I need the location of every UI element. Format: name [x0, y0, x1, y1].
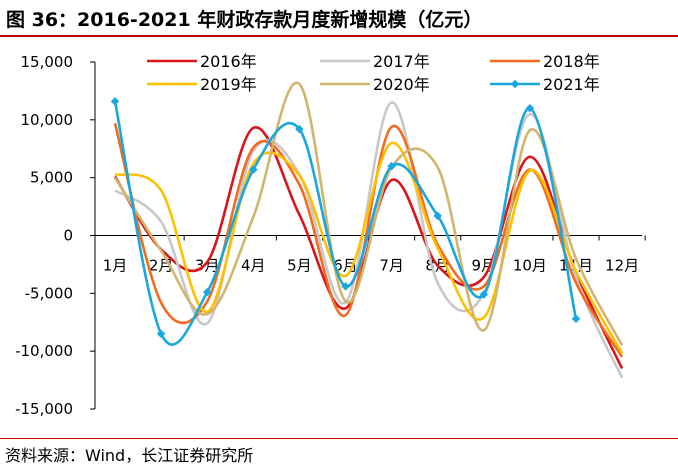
x-tick-label: 9月: [472, 257, 497, 275]
source-divider: [0, 438, 678, 439]
chart-title: 图 36：2016-2021 年财政存款月度新增规模（亿元）: [6, 9, 483, 31]
x-tick-label: 4月: [241, 257, 266, 275]
data-point-2021年: [202, 287, 212, 297]
series-line-2020年: [113, 81, 624, 347]
data-point-2021年: [156, 329, 166, 339]
data-point-2021年: [341, 282, 350, 291]
y-tick-label: 5,000: [30, 169, 73, 187]
series-line-2019年: [114, 141, 624, 355]
legend-label-2019年: 2019年: [200, 75, 257, 94]
chart-legend: 2016年 2017年 2018年 2019年 2020年 2021年: [147, 52, 600, 94]
legend-marker-2021年: [510, 79, 520, 89]
legend-label-2020年: 2020年: [373, 75, 430, 94]
chart-series: [110, 81, 624, 379]
data-point-2021年: [295, 124, 304, 134]
series-line-2017年: [114, 101, 624, 379]
x-tick-label: 10月: [513, 257, 547, 275]
legend-label-2021年: 2021年: [543, 75, 600, 94]
y-tick-label: 10,000: [21, 111, 74, 129]
source-note: 资料来源：Wind，长江证券研究所: [5, 446, 254, 465]
legend-label-2016年: 2016年: [200, 52, 257, 71]
y-tick-label: -15,000: [15, 400, 73, 418]
y-tick-label: 15,000: [21, 53, 74, 71]
y-tick-label: -5,000: [25, 284, 73, 302]
data-point-2021年: [571, 314, 581, 324]
legend-label-2018年: 2018年: [543, 52, 600, 71]
chart-axes: 15,000 10,000 5,000 0 -5,000 -10,000 -15,000 1月…: [15, 53, 646, 418]
x-tick-label: 5月: [287, 257, 312, 275]
data-point-2021年: [387, 161, 396, 171]
y-tick-label: -10,000: [15, 342, 73, 360]
data-point-2021年: [479, 290, 489, 299]
data-point-2021年: [433, 211, 442, 221]
line-chart: 15,000 10,000 5,000 0 -5,000 -10,000 -15,000 1月…: [15, 52, 646, 418]
legend-label-2017年: 2017年: [373, 52, 430, 71]
x-tick-label: 3月: [195, 257, 220, 275]
x-tick-label: 1月: [103, 257, 128, 275]
title-divider: [0, 35, 678, 37]
x-tick-label: 7月: [379, 257, 404, 275]
y-tick-label: 0: [63, 227, 73, 245]
data-point-2021年: [110, 97, 120, 106]
x-tick-label: 12月: [605, 257, 639, 275]
